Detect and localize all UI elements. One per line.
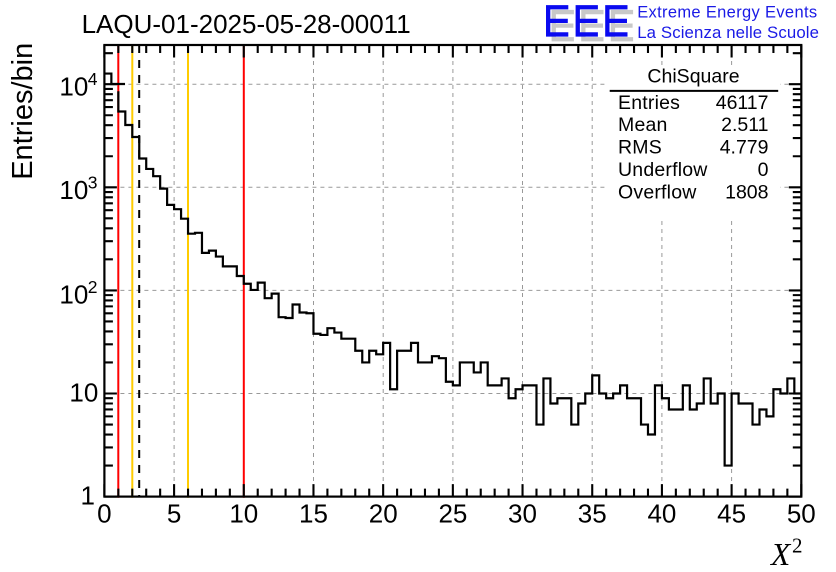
svg-text:0: 0 bbox=[758, 159, 769, 181]
svg-text:20: 20 bbox=[369, 499, 398, 529]
svg-text:3: 3 bbox=[88, 172, 98, 192]
svg-text:X: X bbox=[769, 537, 792, 572]
svg-text:10: 10 bbox=[59, 279, 88, 309]
svg-text:30: 30 bbox=[508, 499, 537, 529]
svg-text:La Scienza nelle Scuole: La Scienza nelle Scuole bbox=[637, 23, 819, 42]
svg-text:1808: 1808 bbox=[725, 182, 768, 204]
svg-text:10: 10 bbox=[59, 175, 88, 205]
svg-text:5: 5 bbox=[167, 499, 181, 529]
svg-text:2: 2 bbox=[88, 277, 98, 297]
svg-text:25: 25 bbox=[438, 499, 467, 529]
svg-text:1: 1 bbox=[81, 481, 95, 511]
svg-text:Extreme Energy Events: Extreme Energy Events bbox=[637, 3, 817, 21]
svg-text:2: 2 bbox=[792, 534, 803, 558]
svg-text:15: 15 bbox=[299, 499, 328, 529]
svg-text:35: 35 bbox=[578, 499, 607, 529]
svg-text:46117: 46117 bbox=[716, 92, 769, 114]
svg-text:LAQU-01-2025-05-28-00011: LAQU-01-2025-05-28-00011 bbox=[82, 9, 411, 39]
svg-text:2.511: 2.511 bbox=[721, 114, 768, 136]
svg-text:40: 40 bbox=[647, 499, 676, 529]
svg-text:Mean: Mean bbox=[618, 114, 668, 136]
svg-text:10: 10 bbox=[59, 72, 88, 102]
svg-text:Underflow: Underflow bbox=[618, 159, 708, 181]
svg-text:RMS: RMS bbox=[618, 137, 662, 159]
svg-text:45: 45 bbox=[717, 499, 746, 529]
svg-text:10: 10 bbox=[69, 378, 98, 408]
svg-text:Overflow: Overflow bbox=[618, 182, 697, 204]
svg-text:4: 4 bbox=[88, 69, 98, 89]
svg-text:50: 50 bbox=[787, 499, 816, 529]
svg-text:Entries: Entries bbox=[618, 92, 680, 114]
svg-text:Entries/bin: Entries/bin bbox=[7, 43, 39, 180]
svg-text:ChiSquare: ChiSquare bbox=[647, 66, 739, 88]
svg-text:4.779: 4.779 bbox=[720, 137, 769, 159]
svg-text:10: 10 bbox=[229, 499, 258, 529]
svg-text:0: 0 bbox=[97, 499, 111, 529]
